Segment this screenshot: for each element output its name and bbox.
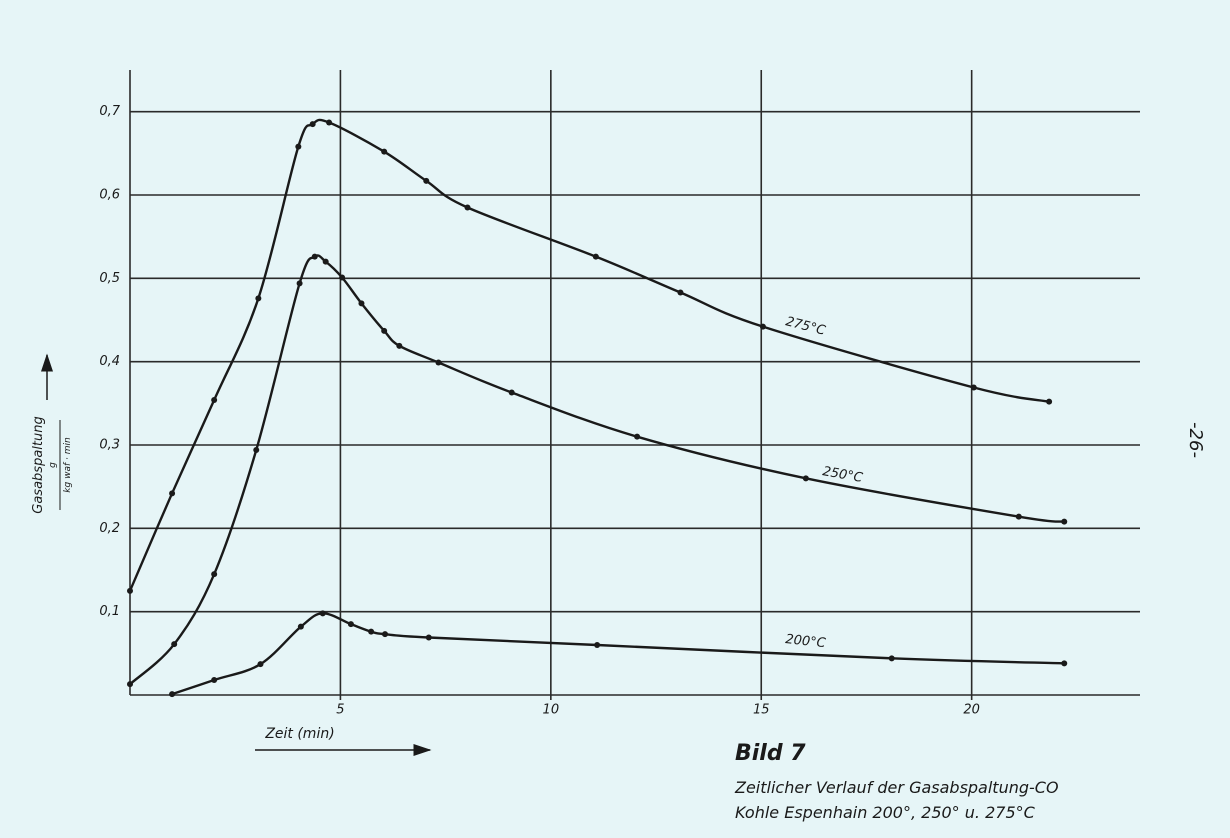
data-point bbox=[802, 475, 809, 482]
series-line bbox=[128, 118, 1050, 592]
data-point bbox=[970, 384, 977, 391]
data-point bbox=[339, 274, 346, 281]
data-point bbox=[508, 389, 515, 396]
data-point bbox=[425, 634, 432, 641]
data-point bbox=[311, 253, 318, 260]
y-tick-label: 0,4 bbox=[99, 354, 120, 369]
data-point bbox=[309, 121, 316, 128]
data-point bbox=[169, 490, 176, 497]
data-point bbox=[127, 681, 133, 688]
y-tick-label: 0,5 bbox=[99, 271, 120, 286]
data-point bbox=[255, 295, 262, 302]
data-point bbox=[171, 641, 178, 648]
data-point bbox=[592, 253, 599, 260]
data-point bbox=[211, 397, 218, 403]
series-label: 200°C bbox=[785, 632, 828, 651]
data-point bbox=[297, 623, 304, 630]
y-unit-numerator: g bbox=[48, 462, 58, 468]
y-tick-label: 0,6 bbox=[99, 188, 120, 203]
data-point bbox=[423, 177, 430, 184]
data-point bbox=[594, 642, 601, 648]
series-label: 250°C bbox=[821, 464, 864, 486]
data-point bbox=[127, 587, 133, 594]
series-line bbox=[129, 254, 1065, 686]
data-point bbox=[381, 148, 388, 155]
x-axis-label: Zeit (min) bbox=[264, 726, 334, 742]
data-point bbox=[368, 628, 375, 635]
caption-line: Kohle Espenhain 200°, 250° u. 275°C bbox=[735, 803, 1036, 822]
series-line bbox=[171, 612, 1065, 696]
x-tick-label: 15 bbox=[753, 703, 770, 718]
x-tick-label: 10 bbox=[543, 703, 560, 718]
data-point bbox=[347, 621, 354, 628]
y-tick-label: 0,3 bbox=[99, 438, 120, 453]
data-point bbox=[319, 610, 326, 617]
data-point bbox=[358, 300, 365, 307]
x-tick-label: 5 bbox=[336, 703, 344, 718]
data-point bbox=[257, 661, 264, 668]
y-tick-label: 0,2 bbox=[99, 521, 120, 536]
data-point bbox=[759, 323, 766, 330]
data-point bbox=[296, 280, 303, 287]
caption-line: Zeitlicher Verlauf der Gasabspaltung-CO bbox=[734, 778, 1059, 797]
y-tick-label: 0,7 bbox=[99, 104, 120, 119]
y-axis-label: Gasabspaltung bbox=[31, 416, 46, 513]
data-point bbox=[295, 143, 302, 150]
data-point bbox=[382, 631, 389, 638]
y-tick-label: 0,1 bbox=[99, 604, 120, 619]
data-point bbox=[381, 327, 388, 334]
page-number: -26- bbox=[1185, 422, 1206, 458]
data-point bbox=[169, 691, 176, 698]
x-tick-label: 20 bbox=[963, 703, 980, 718]
data-point bbox=[322, 258, 329, 265]
data-point bbox=[326, 119, 333, 126]
y-unit-denominator: kg waf · min bbox=[63, 437, 73, 493]
data-point bbox=[677, 289, 684, 296]
data-point bbox=[1061, 660, 1068, 667]
data-point bbox=[211, 571, 218, 578]
data-point bbox=[1046, 398, 1053, 405]
data-point bbox=[1015, 513, 1022, 520]
plot-area: 0,10,20,30,40,50,60,75 10 15 20275°C250°C20… bbox=[99, 70, 1140, 718]
data-point bbox=[396, 342, 403, 349]
data-point bbox=[211, 677, 218, 683]
data-point bbox=[888, 655, 895, 662]
data-point bbox=[464, 204, 471, 211]
data-point bbox=[435, 359, 442, 366]
data-point bbox=[1061, 518, 1068, 525]
data-point bbox=[634, 433, 641, 440]
data-point bbox=[253, 447, 260, 453]
caption-title: Bild 7 bbox=[735, 741, 806, 766]
